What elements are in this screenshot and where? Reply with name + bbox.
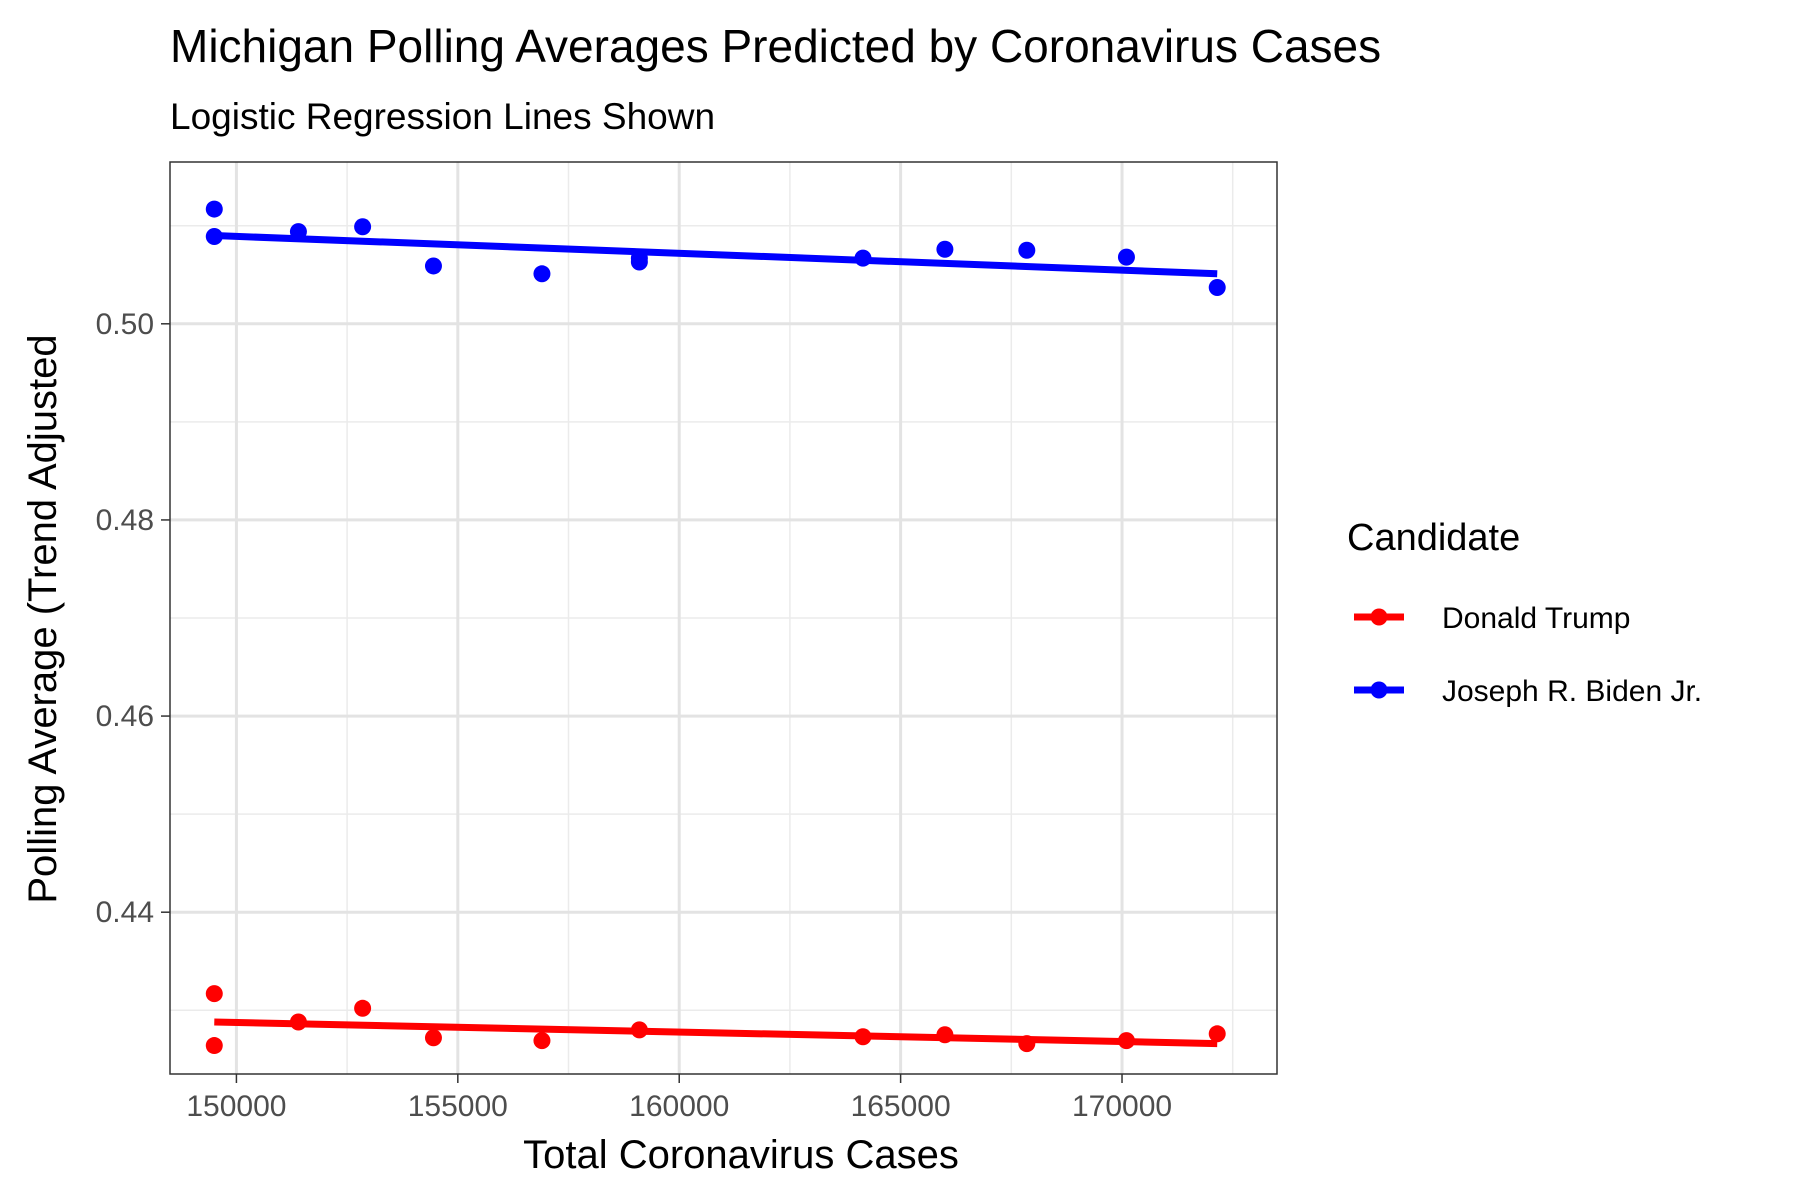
point-joseph-r-biden-jr (354, 218, 372, 236)
y-tick-label: 0.44 (96, 896, 154, 929)
y-axis-ticks: 0.44 0.46 0.48 0.50 (96, 308, 170, 929)
x-tick-label: 165000 (851, 1090, 951, 1123)
x-tick-label: 160000 (629, 1090, 729, 1123)
point-joseph-r-biden-jr (630, 249, 648, 267)
legend-key-point-donald-trump (1370, 608, 1388, 626)
point-joseph-r-biden-jr (533, 265, 551, 283)
legend-title: Candidate (1347, 517, 1520, 559)
legend-label-joseph-r-biden-jr: Joseph R. Biden Jr. (1442, 675, 1702, 708)
point-donald-trump (533, 1032, 551, 1050)
point-joseph-r-biden-jr (1018, 241, 1036, 259)
y-tick-label: 0.48 (96, 504, 154, 537)
y-axis-title: Polling Average (Trend Adjusted (21, 334, 65, 903)
x-tick-label: 150000 (186, 1090, 286, 1123)
point-joseph-r-biden-jr (205, 200, 223, 218)
point-joseph-r-biden-jr (424, 257, 442, 275)
legend-key-point-joseph-r-biden-jr (1370, 681, 1388, 699)
point-donald-trump (854, 1028, 872, 1046)
point-joseph-r-biden-jr (289, 223, 307, 241)
x-axis-title: Total Coronavirus Cases (523, 1133, 959, 1177)
y-tick-label: 0.46 (96, 700, 154, 733)
point-donald-trump (289, 1013, 307, 1031)
regression-line-donald-trump (214, 1018, 1218, 1048)
point-donald-trump (354, 999, 372, 1017)
legend-label-donald-trump: Donald Trump (1442, 602, 1630, 635)
legend: Candidate Donald Trump Joseph R. Biden Jr… (1347, 517, 1702, 708)
data-points (205, 200, 1226, 1055)
point-joseph-r-biden-jr (1117, 248, 1135, 266)
point-donald-trump (936, 1026, 954, 1044)
point-donald-trump (630, 1021, 648, 1039)
regression-line-joseph-r-biden-jr (214, 232, 1218, 278)
x-tick-label: 170000 (1072, 1090, 1172, 1123)
point-donald-trump (1117, 1032, 1135, 1050)
point-joseph-r-biden-jr (854, 249, 872, 267)
y-tick-label: 0.50 (96, 308, 154, 341)
point-donald-trump (1018, 1035, 1036, 1053)
point-joseph-r-biden-jr (1208, 279, 1226, 297)
point-joseph-r-biden-jr (205, 228, 223, 246)
point-donald-trump (1208, 1025, 1226, 1043)
chart-subtitle: Logistic Regression Lines Shown (170, 96, 715, 137)
panel-border (169, 161, 1278, 1075)
point-joseph-r-biden-jr (936, 240, 954, 258)
chart-title: Michigan Polling Averages Predicted by C… (170, 20, 1381, 72)
x-tick-label: 155000 (408, 1090, 508, 1123)
x-axis-ticks: 150000 155000 160000 165000 170000 (186, 1074, 1172, 1123)
regression-lines (214, 232, 1218, 1048)
point-donald-trump (424, 1029, 442, 1047)
grid-major (170, 162, 1277, 1074)
point-donald-trump (205, 1037, 223, 1055)
point-donald-trump (205, 985, 223, 1003)
grid-minor (170, 162, 1277, 1074)
